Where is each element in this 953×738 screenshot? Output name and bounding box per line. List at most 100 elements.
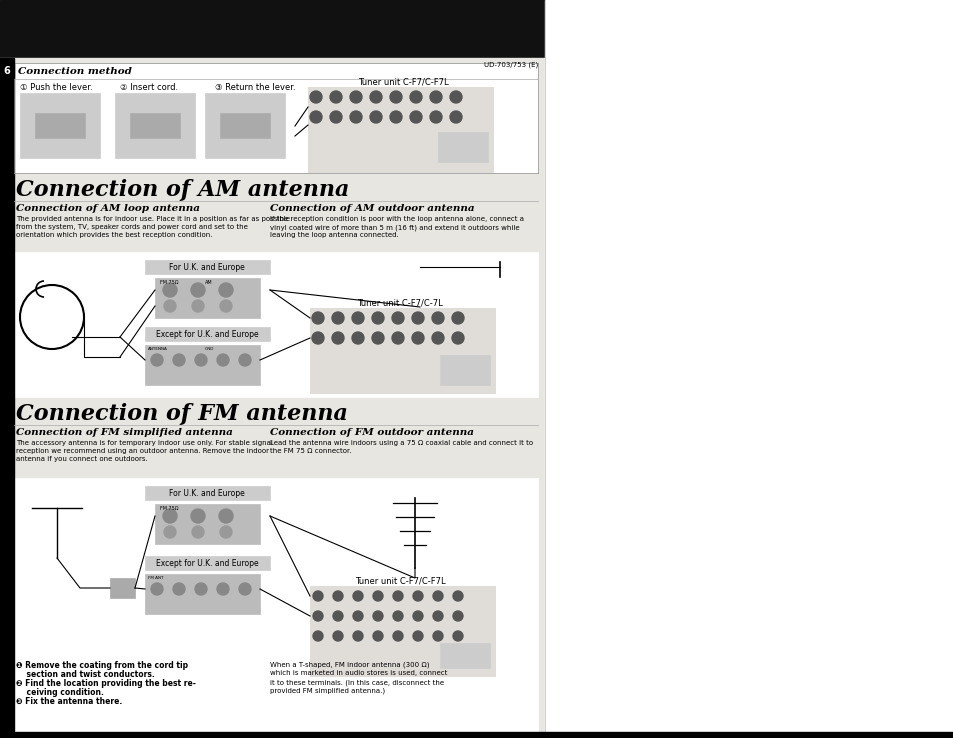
Bar <box>0 58 14 738</box>
Text: AM: AM <box>205 280 213 285</box>
Text: For U.K. and Europe: For U.K. and Europe <box>169 489 245 497</box>
Bar <box>115 93 194 158</box>
Text: UD-703/753 (E): UD-703/753 (E) <box>483 61 537 67</box>
Circle shape <box>172 354 185 366</box>
Circle shape <box>372 312 384 324</box>
Circle shape <box>151 583 163 595</box>
Circle shape <box>452 332 463 344</box>
Circle shape <box>453 591 462 601</box>
Text: The accessory antenna is for temporary indoor use only. For stable signal: The accessory antenna is for temporary i… <box>16 440 273 446</box>
Circle shape <box>332 332 344 344</box>
Circle shape <box>353 591 363 601</box>
Text: FM ANT: FM ANT <box>148 576 163 580</box>
Bar <box>145 327 270 341</box>
Circle shape <box>353 631 363 641</box>
Circle shape <box>390 111 401 123</box>
Circle shape <box>330 111 341 123</box>
Bar <box>154 278 260 318</box>
Bar <box>0 732 953 738</box>
Text: Connection of AM antenna: Connection of AM antenna <box>16 179 349 201</box>
Text: Tuner unit C-F7/C-F7L: Tuner unit C-F7/C-F7L <box>357 77 448 86</box>
Circle shape <box>413 591 422 601</box>
Text: orientation which provides the best reception condition.: orientation which provides the best rece… <box>16 232 213 238</box>
Circle shape <box>332 312 344 324</box>
Circle shape <box>393 611 402 621</box>
Circle shape <box>330 91 341 103</box>
Bar <box>145 556 270 570</box>
Circle shape <box>164 300 175 312</box>
Bar <box>310 308 495 393</box>
Circle shape <box>313 611 323 621</box>
Bar <box>544 0 953 738</box>
Bar <box>308 87 493 172</box>
Text: If the reception condition is poor with the loop antenna alone, connect a: If the reception condition is poor with … <box>270 216 523 222</box>
Text: ② Insert cord.: ② Insert cord. <box>120 83 178 92</box>
Circle shape <box>430 111 441 123</box>
Circle shape <box>370 111 381 123</box>
Text: GND: GND <box>205 347 214 351</box>
Circle shape <box>192 526 204 538</box>
Text: leaving the loop antenna connected.: leaving the loop antenna connected. <box>270 232 398 238</box>
Text: Lead the antenna wire indoors using a 75 Ω coaxial cable and connect it to: Lead the antenna wire indoors using a 75… <box>270 440 533 446</box>
Text: ③ Return the lever.: ③ Return the lever. <box>214 83 295 92</box>
Circle shape <box>452 312 463 324</box>
Bar <box>310 586 495 676</box>
Circle shape <box>370 91 381 103</box>
Text: vinyl coated wire of more than 5 m (16 ft) and extend it outdoors while: vinyl coated wire of more than 5 m (16 f… <box>270 224 519 230</box>
Circle shape <box>352 332 364 344</box>
Circle shape <box>450 111 461 123</box>
Circle shape <box>310 111 322 123</box>
Circle shape <box>163 509 177 523</box>
Circle shape <box>373 631 382 641</box>
Circle shape <box>220 300 232 312</box>
Circle shape <box>313 631 323 641</box>
Text: ceiving condition.: ceiving condition. <box>16 688 104 697</box>
Bar <box>14 177 537 199</box>
Circle shape <box>333 611 343 621</box>
Circle shape <box>410 111 421 123</box>
Bar <box>205 93 285 158</box>
Circle shape <box>151 354 163 366</box>
Bar <box>145 574 260 614</box>
Circle shape <box>219 283 233 297</box>
Circle shape <box>192 300 204 312</box>
Circle shape <box>433 611 442 621</box>
Bar <box>220 113 270 138</box>
Text: ❶ Remove the coating from the cord tip: ❶ Remove the coating from the cord tip <box>16 661 188 670</box>
Circle shape <box>333 631 343 641</box>
Circle shape <box>392 312 403 324</box>
Circle shape <box>333 591 343 601</box>
Bar <box>439 355 490 385</box>
Text: Tuner unit C-F7/C-7L: Tuner unit C-F7/C-7L <box>356 298 442 307</box>
Bar <box>14 63 537 173</box>
Circle shape <box>390 91 401 103</box>
Text: it to these terminals. (In this case, disconnect the: it to these terminals. (In this case, di… <box>270 679 444 686</box>
Circle shape <box>313 591 323 601</box>
Circle shape <box>216 583 229 595</box>
Circle shape <box>410 91 421 103</box>
Text: When a T-shaped, FM indoor antenna (300 Ω): When a T-shaped, FM indoor antenna (300 … <box>270 661 429 667</box>
Circle shape <box>194 583 207 595</box>
Text: Except for U.K. and Europe: Except for U.K. and Europe <box>155 329 258 339</box>
Circle shape <box>219 509 233 523</box>
Text: Connection of AM loop antenna: Connection of AM loop antenna <box>16 204 200 213</box>
Circle shape <box>194 354 207 366</box>
Text: ANTENNA: ANTENNA <box>148 347 168 351</box>
Text: Connection of AM outdoor antenna: Connection of AM outdoor antenna <box>270 204 475 213</box>
Circle shape <box>373 591 382 601</box>
Bar <box>14 252 537 397</box>
Circle shape <box>350 111 361 123</box>
Bar <box>35 113 85 138</box>
Text: ① Push the lever.: ① Push the lever. <box>20 83 92 92</box>
Circle shape <box>432 332 443 344</box>
Bar <box>145 345 260 385</box>
Text: Connection of FM outdoor antenna: Connection of FM outdoor antenna <box>270 428 474 437</box>
Bar <box>14 478 537 733</box>
Bar <box>154 504 260 544</box>
Circle shape <box>450 91 461 103</box>
Circle shape <box>163 283 177 297</box>
Text: Except for U.K. and Europe: Except for U.K. and Europe <box>155 559 258 568</box>
Text: Connection of FM antenna: Connection of FM antenna <box>16 403 348 425</box>
Text: The provided antenna is for indoor use. Place it in a position as far as possibl: The provided antenna is for indoor use. … <box>16 216 290 222</box>
Bar <box>130 113 180 138</box>
